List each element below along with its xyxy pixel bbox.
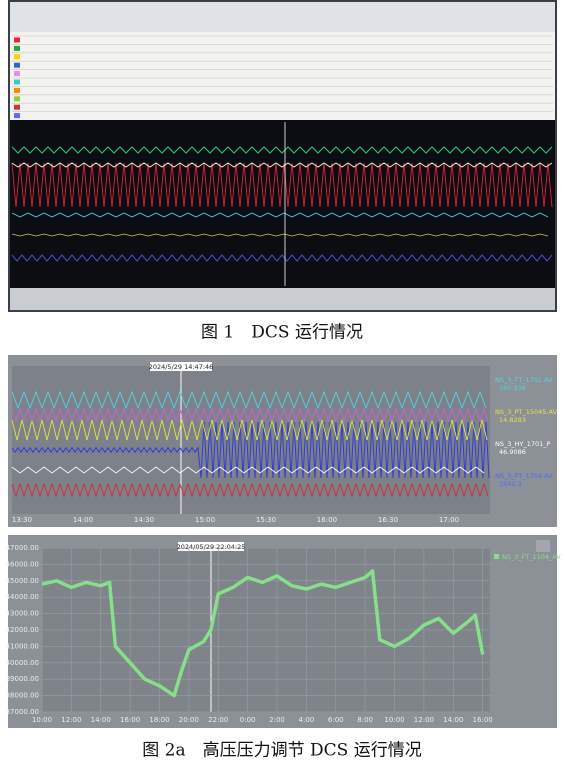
y-tick-label: 42000.00 <box>6 626 39 634</box>
decor-line <box>11 162 553 208</box>
legend-name: NS_3_PT_15045.AV <box>495 408 558 416</box>
legend-value: 165.936 <box>499 384 526 392</box>
x-tick-label: 20:00 <box>179 716 199 724</box>
status-bar <box>10 288 555 310</box>
decor-line <box>11 390 487 410</box>
decor-line <box>11 212 549 218</box>
row-swatch <box>14 45 20 51</box>
legend-swatch <box>494 554 499 559</box>
legend-value: 14.8283 <box>499 416 526 424</box>
decor-line <box>11 407 489 423</box>
x-tick-label: 6:00 <box>328 716 344 724</box>
decor-line <box>11 233 549 237</box>
x-tick-label: 12:00 <box>61 716 81 724</box>
y-tick-label: 44000.00 <box>6 593 39 601</box>
toolbar <box>10 2 555 32</box>
row-swatch <box>14 113 20 119</box>
y-tick-label: 46000.00 <box>6 560 39 568</box>
figure-caption: 图 2a 高压压力调节 DCS 运行情况 <box>142 741 421 761</box>
x-tick-label: 16:00 <box>120 716 140 724</box>
timestamp: 2024/05/29 22:04:25 <box>177 543 246 551</box>
close-button[interactable] <box>536 540 550 552</box>
legend-name: NS_3_FT_1704.AV <box>495 472 553 480</box>
decor-line <box>11 162 553 168</box>
x-tick-label: 15:30 <box>256 516 276 524</box>
y-tick-label: 38000.00 <box>6 692 39 700</box>
timestamp-box <box>178 542 244 551</box>
x-tick-label: 22:00 <box>208 716 228 724</box>
row-swatch <box>14 104 20 110</box>
timestamp: 2024/5/29 14:47:46 <box>149 363 214 371</box>
legend-name: NS_3_HY_1701_P <box>495 440 551 448</box>
flow-chart: 2024/05/29 22:04:25 47000.00 46000.00 4500… <box>6 535 562 728</box>
dcs-photo <box>8 0 557 312</box>
x-tick-label: 16:00 <box>473 716 493 724</box>
decor-line <box>11 419 488 441</box>
table-rows <box>12 35 553 119</box>
legend-label: NS_3_FT_1104_AV <box>502 553 561 561</box>
y-tick-label: 43000.00 <box>6 610 39 618</box>
x-tick-label: 15:00 <box>195 516 215 524</box>
x-tick-label: 14:00 <box>443 716 463 724</box>
x-tick-label: 2:00 <box>269 716 285 724</box>
y-tick-label: 40000.00 <box>6 659 39 667</box>
trend-screenshot: 2024/5/29 14:47:46 13:30 14:00 14:30 15:00 1… <box>8 355 558 527</box>
x-tick-label: 17:00 <box>439 516 459 524</box>
x-axis: 13:30 14:00 14:30 15:00 15:30 16:00 16:30 17:00 <box>12 516 459 524</box>
y-tick-label: 37000.00 <box>6 708 39 716</box>
decor-line <box>11 466 485 474</box>
x-tick-label: 16:00 <box>317 516 337 524</box>
row-swatch <box>14 37 20 43</box>
x-tick-label: 13:30 <box>12 516 32 524</box>
x-tick-label: 14:30 <box>134 516 154 524</box>
legend-name: NS_3_FT_1702.AV <box>495 376 553 384</box>
row-swatch <box>14 87 20 93</box>
x-tick-label: 12:00 <box>414 716 434 724</box>
trend-lines <box>11 390 490 498</box>
x-tick-label: 8:00 <box>357 716 373 724</box>
figure-caption: 图 1 DCS 运行情况 <box>201 323 363 343</box>
x-tick-label: 10:00 <box>384 716 404 724</box>
x-tick-label: 14:00 <box>91 716 111 724</box>
trend-lines <box>11 122 553 286</box>
trend-area <box>10 120 555 288</box>
decor-line <box>11 482 489 498</box>
y-tick-label: 39000.00 <box>6 675 39 683</box>
timestamp-box <box>150 362 212 371</box>
decor-line <box>11 146 553 154</box>
y-tick-label: 47000.00 <box>6 544 39 552</box>
series-line <box>41 569 485 698</box>
decor-line <box>11 254 553 262</box>
x-tick-label: 4:00 <box>299 716 315 724</box>
legend-value: 46.9086 <box>499 448 526 456</box>
chart: 47000.00 46000.00 45000.00 44000.00 43000.00… <box>6 544 562 724</box>
y-tick-label: 45000.00 <box>6 577 39 585</box>
legend-value: 3542.3 <box>499 480 522 488</box>
x-tick-label: 16:30 <box>378 516 398 524</box>
row-swatch <box>14 62 20 68</box>
y-tick-label: 41000.00 <box>6 642 39 650</box>
x-tick-label: 0:00 <box>240 716 256 724</box>
row-swatch <box>14 54 20 60</box>
x-tick-label: 10:00 <box>32 716 52 724</box>
x-tick-label: 18:00 <box>149 716 169 724</box>
x-tick-label: 14:00 <box>73 516 93 524</box>
row-swatch <box>14 71 20 77</box>
tag-table <box>10 32 555 120</box>
decor-line <box>11 421 490 479</box>
row-swatch <box>14 96 20 102</box>
row-swatch <box>14 79 20 85</box>
